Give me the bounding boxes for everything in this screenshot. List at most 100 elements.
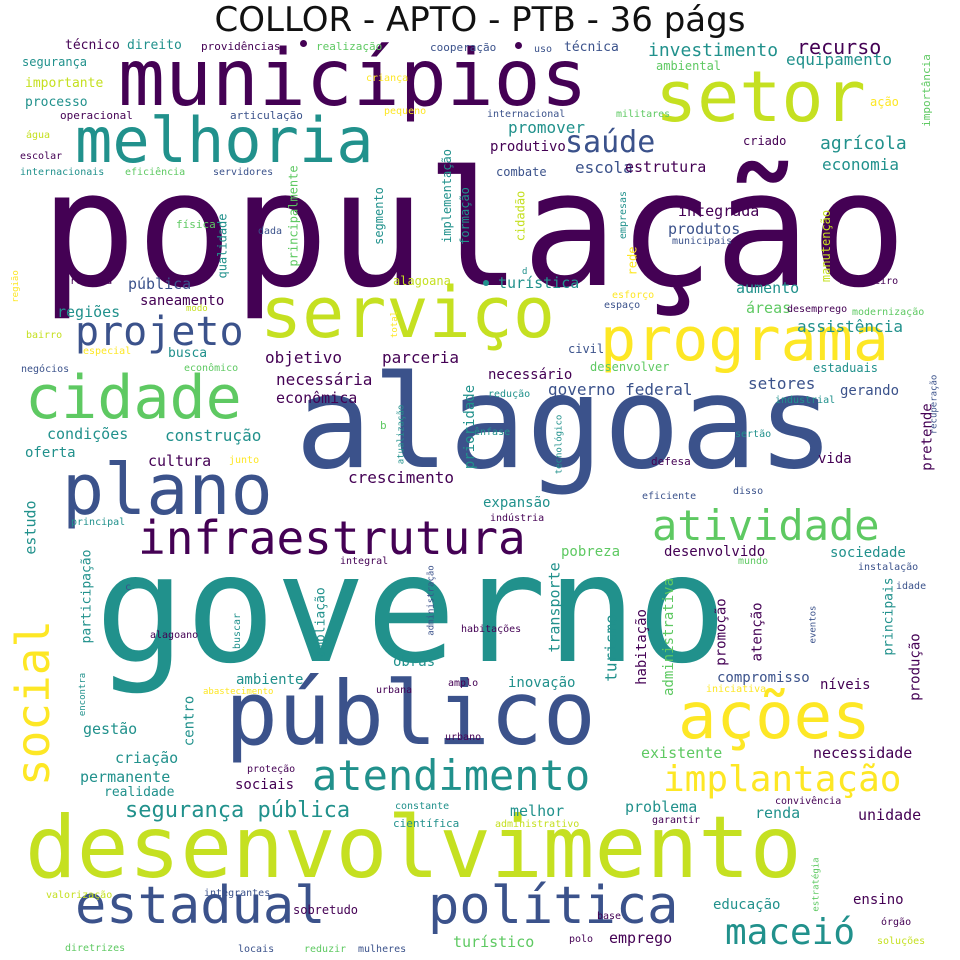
cloud-word: ensino xyxy=(853,892,904,908)
cloud-word: centro xyxy=(181,695,198,747)
cloud-word: convivência xyxy=(775,796,842,807)
cloud-word: produtivo xyxy=(490,139,566,155)
cloud-word: proteção xyxy=(247,764,296,775)
cloud-word: gestão xyxy=(83,720,138,738)
cloud-word: turístico xyxy=(453,933,535,951)
cloud-word: articulação xyxy=(230,109,303,122)
cloud-word: negócios xyxy=(21,364,70,375)
cloud-word: social xyxy=(6,619,61,787)
cloud-word: permanente xyxy=(80,768,171,786)
cloud-word: espaço xyxy=(604,300,641,311)
cloud-word: combate xyxy=(496,165,547,179)
cloud-word: inovação xyxy=(508,675,576,691)
cloud-word: eficiente xyxy=(642,491,697,502)
cloud-word: sociais xyxy=(235,777,295,793)
cloud-word: escolar xyxy=(20,151,63,162)
cloud-word: integrada xyxy=(678,202,760,220)
cloud-word: atendimento xyxy=(312,751,591,800)
cloud-word: regiões xyxy=(57,303,121,321)
cloud-word: importância xyxy=(919,54,933,127)
cloud-word: saneamento xyxy=(140,293,225,309)
cloud-word: transporte xyxy=(545,562,564,653)
cloud-word: recuperação xyxy=(929,374,940,435)
cloud-word: programa xyxy=(600,305,889,375)
cloud-word: atualização xyxy=(396,404,407,465)
cloud-word: infraestrutura xyxy=(138,511,526,565)
cloud-word: urbana xyxy=(376,685,413,696)
cloud-word: mulheres xyxy=(358,944,407,955)
cloud-word: servidores xyxy=(213,167,274,178)
cloud-word: estrutura xyxy=(625,158,707,176)
cloud-word: população xyxy=(40,136,907,323)
cloud-word: promoção xyxy=(713,598,730,666)
cloud-word: cidade xyxy=(25,363,242,433)
cloud-word: locais xyxy=(238,944,275,955)
cloud-word: física xyxy=(176,218,216,231)
cloud-word: base xyxy=(597,911,622,922)
cloud-word: segurança pública xyxy=(125,798,351,823)
cloud-word: manutenção xyxy=(819,209,834,283)
cloud-word: existente xyxy=(641,744,723,762)
cloud-word: unidade xyxy=(858,806,922,824)
cloud-word: governo federal xyxy=(548,380,693,399)
cloud-word: reduzir xyxy=(304,944,347,955)
cloud-word: soluções xyxy=(877,936,926,947)
cloud-word: municipais xyxy=(672,236,733,247)
cloud-word: ampliação xyxy=(313,587,329,658)
cloud-word: formação xyxy=(457,187,472,245)
cloud-word: setor xyxy=(655,56,866,138)
cloud-word: civil xyxy=(568,342,605,356)
cloud-word: ênfase xyxy=(474,427,511,438)
cloud-word: encontra xyxy=(78,672,89,717)
cloud-word: total xyxy=(390,310,401,339)
cloud-word: disso xyxy=(733,486,764,497)
cloud-word: redução xyxy=(488,389,531,400)
cloud-word: desenvolver xyxy=(590,360,670,374)
cloud-word: plano xyxy=(62,449,273,531)
cloud-word: turismo xyxy=(601,614,621,682)
cloud-word: administrativa xyxy=(661,577,678,697)
cloud-word: maceió xyxy=(725,912,856,953)
cloud-word: emprego xyxy=(609,929,673,947)
cloud-word: níveis xyxy=(820,677,871,693)
cloud-word: instalação xyxy=(858,562,919,573)
cloud-word: criação xyxy=(115,749,179,767)
cloud-word: cidadão xyxy=(513,190,528,242)
cloud-word: defesa xyxy=(651,455,691,468)
cloud-word: ambiente xyxy=(236,672,304,688)
cloud-word: produção xyxy=(907,633,924,701)
cloud-word: b xyxy=(380,419,387,432)
cloud-word: d xyxy=(522,267,528,277)
cloud-word: militares xyxy=(616,109,671,120)
cloud-word: gerando xyxy=(840,383,900,399)
cloud-word: municípios xyxy=(118,34,588,124)
cloud-word: necessário xyxy=(488,367,573,383)
cloud-word: necessidade xyxy=(813,744,913,762)
cloud-word: científica xyxy=(393,817,460,830)
cloud-word: crescimento xyxy=(348,468,454,487)
cloud-word: desemprego xyxy=(787,304,848,315)
cloud-word: eficiência xyxy=(125,167,186,178)
cloud-word: desenvolvimento xyxy=(25,798,802,898)
cloud-word: setores xyxy=(748,374,816,393)
cloud-word: aumento xyxy=(736,279,800,297)
cloud-word: participação xyxy=(79,549,95,644)
cloud-word: projeto xyxy=(75,309,244,355)
cloud-word: estadual xyxy=(75,876,326,936)
cloud-word: direito xyxy=(127,38,182,53)
cloud-word: importante xyxy=(25,76,104,91)
cloud-word: idade xyxy=(896,581,927,592)
cloud-word: eventos xyxy=(808,605,819,644)
cloud-word: administrativo xyxy=(495,819,580,830)
cloud-word: estratégia xyxy=(811,857,822,912)
cloud-word: renda xyxy=(755,804,801,822)
cloud-word: econômica xyxy=(276,389,358,407)
cloud-word: garantir xyxy=(652,815,701,826)
figure-title: COLLOR - APTO - PTB - 36 págs xyxy=(214,0,746,40)
cloud-word: buscar xyxy=(232,612,244,650)
cloud-word: segmento xyxy=(371,187,386,245)
cloud-word: busca xyxy=(168,346,208,361)
dot-mark xyxy=(515,42,522,49)
